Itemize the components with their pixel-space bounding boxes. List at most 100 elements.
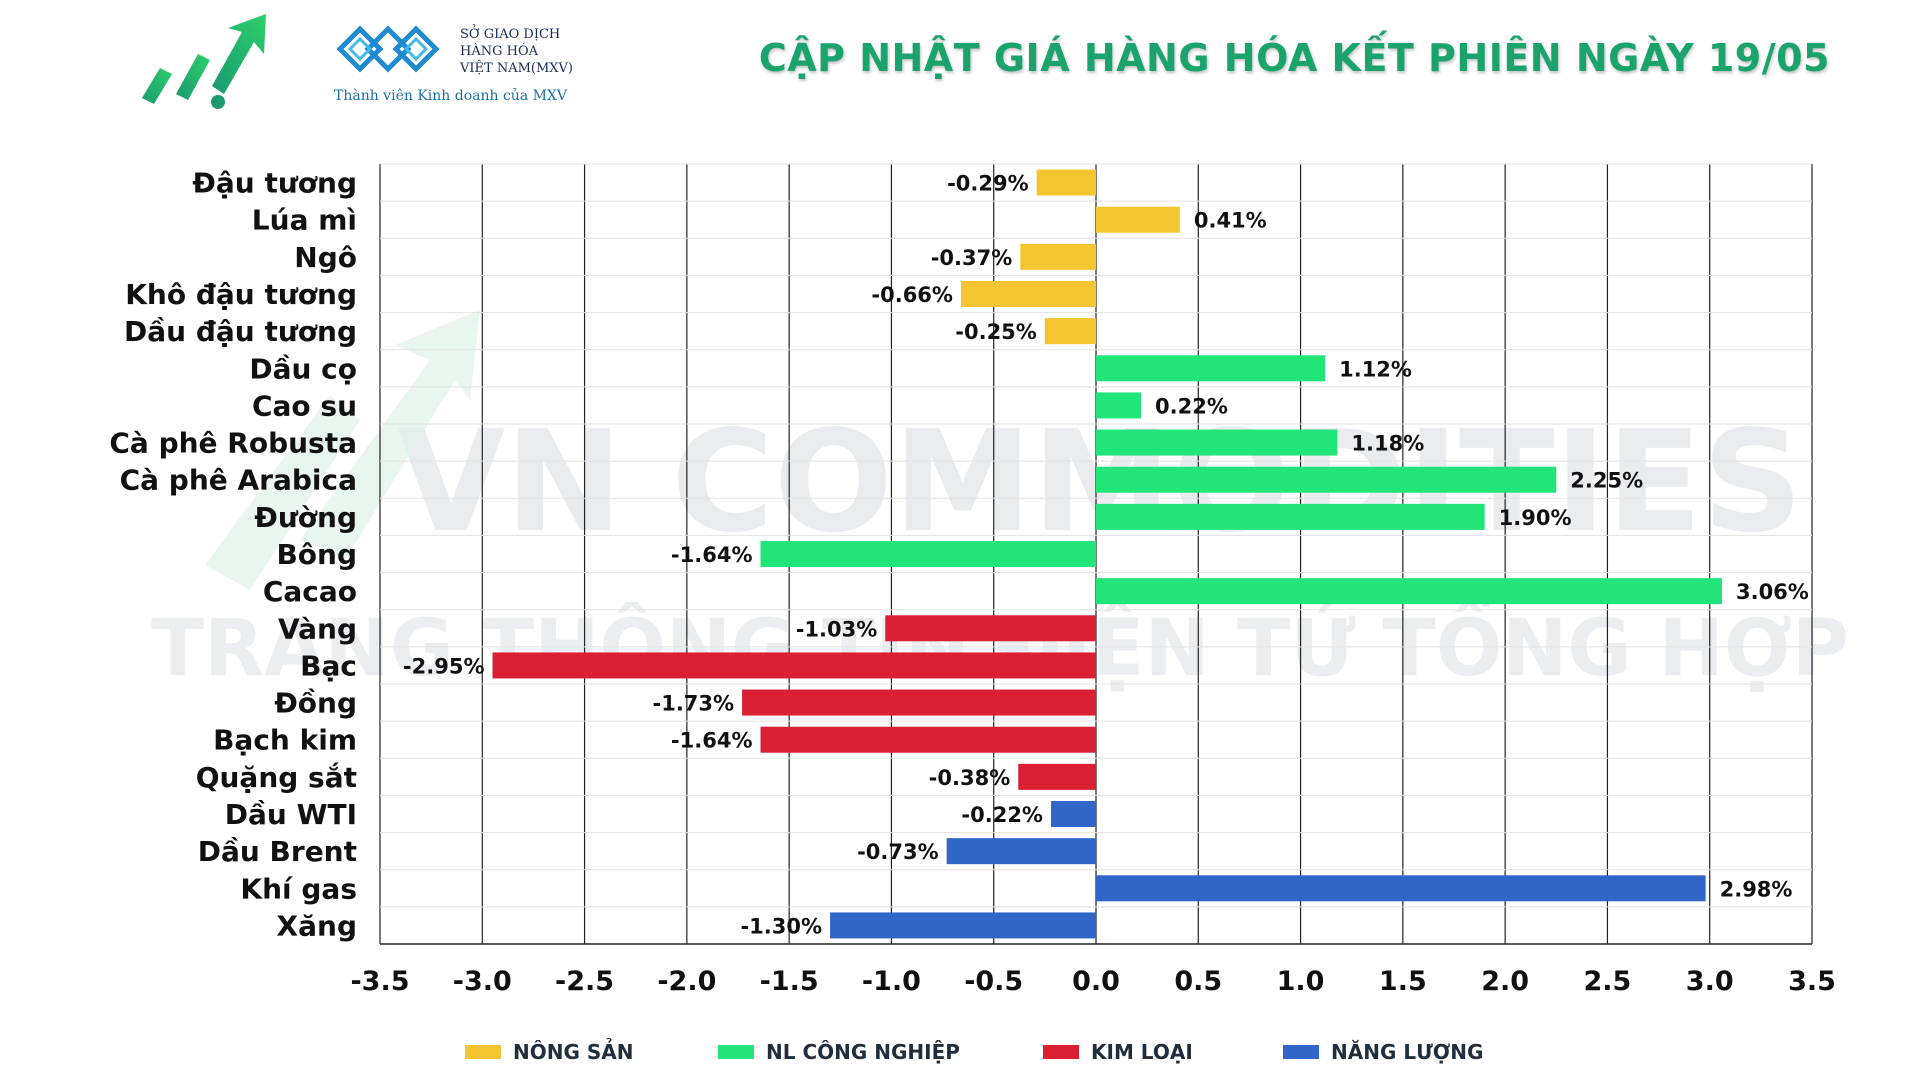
category-label: Dầu Brent (198, 835, 357, 868)
x-tick-label: 0.5 (1174, 966, 1222, 997)
bar (1096, 578, 1722, 605)
tick-labels: -3.5 -3.0 -2.5 -2.0 -1.5 -1.0 -0.5 0.0 0.5 1.0 1.5… (350, 966, 1835, 997)
x-tick-label: -2.0 (657, 966, 716, 997)
legend-swatch (718, 1045, 754, 1059)
bar (960, 281, 1096, 307)
page-title: CẬP NHẬT GIÁ HÀNG HÓA KẾT PHIÊN NGÀY 19/… (758, 36, 1830, 80)
bar (1020, 243, 1096, 270)
bar (760, 541, 1096, 567)
header: SỞ GIAO DỊCH HÀNG HÓA VIỆT NAM(MXV) Thàn… (0, 0, 1920, 130)
bar (1096, 503, 1485, 530)
data-label: -1.03% (796, 617, 878, 641)
data-label: 2.25% (1570, 469, 1643, 493)
x-tick-label: 2.0 (1481, 966, 1529, 997)
bar (1018, 763, 1096, 790)
x-tick-label: 1.5 (1379, 966, 1427, 997)
legend: NÔNG SẢN NL CÔNG NGHIỆP KIM LOẠI NĂNG LƯỢNG (0, 1040, 1920, 1070)
bar (492, 652, 1096, 679)
bar-chart: VN COMMODITIES TRANG THÔNG TIN ĐIỆN TỬ T… (109, 163, 1849, 997)
category-label: Cacao (263, 575, 357, 608)
bar (830, 912, 1096, 939)
bar (1036, 169, 1096, 196)
bar (1096, 355, 1326, 382)
data-label: -1.64% (671, 729, 753, 753)
category-label: Cao su (252, 389, 357, 422)
x-tick-label: 0.0 (1072, 966, 1120, 997)
category-label: Đậu tương (192, 167, 357, 200)
x-tick-label: -0.5 (964, 966, 1023, 997)
category-label: Xăng (277, 909, 357, 942)
bar (1096, 875, 1706, 902)
data-label: -0.22% (961, 803, 1043, 827)
data-label: 1.90% (1499, 506, 1572, 530)
data-label: 0.22% (1155, 394, 1228, 418)
legend-label: NL CÔNG NGHIỆP (766, 1040, 960, 1064)
x-tick-label: 2.5 (1584, 966, 1632, 997)
legend-item-nang-luong: NĂNG LƯỢNG (1283, 1040, 1483, 1064)
mxv-name: SỞ GIAO DỊCH HÀNG HÓA VIỆT NAM(MXV) (460, 26, 573, 77)
grid (379, 163, 1813, 945)
legend-label: NÔNG SẢN (513, 1040, 634, 1064)
x-tick-label: -3.0 (453, 966, 512, 997)
category-label: Đồng (274, 687, 357, 720)
category-label: Dầu WTI (225, 798, 357, 831)
mxv-line-1: SỞ GIAO DỊCH (460, 27, 561, 42)
category-label: Bạc (300, 649, 357, 682)
data-label: -1.64% (671, 543, 753, 567)
data-label: -0.25% (955, 320, 1037, 344)
legend-item-cong-nghiep: NL CÔNG NGHIỆP (718, 1040, 960, 1064)
category-label: Khí gas (240, 872, 357, 905)
data-label: -2.95% (403, 654, 485, 678)
category-label: Đường (254, 501, 357, 534)
x-tick-label: 1.0 (1277, 966, 1325, 997)
x-tick-label: -3.5 (350, 966, 409, 997)
value-labels: -0.29% 0.41% -0.37% -0.66%-0.25% 1.12% 0.22% 1… (403, 172, 1809, 939)
mxv-line-3: VIỆT NAM(MXV) (460, 61, 573, 76)
bar (1050, 801, 1096, 827)
legend-swatch (1043, 1045, 1079, 1059)
bar (760, 726, 1096, 753)
mxv-logo-icon (336, 25, 440, 73)
category-labels: Đậu tương Lúa mì Ngô Khô đậu tương Dầu đậu t… (109, 167, 357, 943)
category-label: Lúa mì (252, 204, 357, 237)
legend-swatch (465, 1045, 501, 1059)
legend-label: KIM LOẠI (1091, 1040, 1193, 1064)
watermark-arrow-icon (205, 310, 480, 590)
data-label: -0.37% (931, 246, 1013, 270)
mxv-line-2: HÀNG HÓA (460, 44, 538, 59)
data-label: -0.73% (857, 840, 939, 864)
data-label: 2.98% (1720, 877, 1793, 901)
category-label: Dầu đậu tương (124, 315, 357, 348)
legend-label: NĂNG LƯỢNG (1331, 1040, 1484, 1064)
data-label: -0.38% (929, 766, 1011, 790)
data-label: -0.66% (871, 283, 953, 307)
category-label: Cà phê Arabica (120, 464, 357, 497)
data-label: -0.29% (947, 172, 1029, 196)
data-label: -1.73% (653, 692, 735, 716)
category-label: Ngô (294, 241, 357, 274)
bar (1096, 466, 1557, 493)
data-label: 0.41% (1194, 209, 1267, 233)
brand-arrow-logo-icon (142, 14, 266, 109)
mxv-tagline: Thành viên Kinh doanh của MXV (334, 88, 568, 104)
legend-item-kim-loai: KIM LOẠI (1043, 1040, 1193, 1064)
bars (492, 169, 1722, 939)
x-tick-label: 3.5 (1788, 966, 1836, 997)
legend-swatch (1283, 1045, 1319, 1059)
category-label: Dầu cọ (249, 352, 357, 385)
category-label: Cà phê Robusta (109, 427, 357, 460)
data-label: 3.06% (1736, 580, 1809, 604)
legend-item-nong-san: NÔNG SẢN (465, 1040, 633, 1064)
bar (1044, 318, 1096, 345)
bar (1096, 206, 1180, 233)
category-label: Bạch kim (213, 724, 357, 757)
bar (946, 838, 1096, 865)
x-tick-label: 3.0 (1686, 966, 1734, 997)
category-label: Khô đậu tương (125, 278, 357, 311)
data-label: -1.30% (740, 914, 822, 938)
data-label: 1.12% (1339, 357, 1412, 381)
data-label: 1.18% (1351, 432, 1424, 456)
x-tick-label: -1.0 (862, 966, 921, 997)
bar (1096, 392, 1142, 419)
category-label: Vàng (278, 612, 357, 645)
